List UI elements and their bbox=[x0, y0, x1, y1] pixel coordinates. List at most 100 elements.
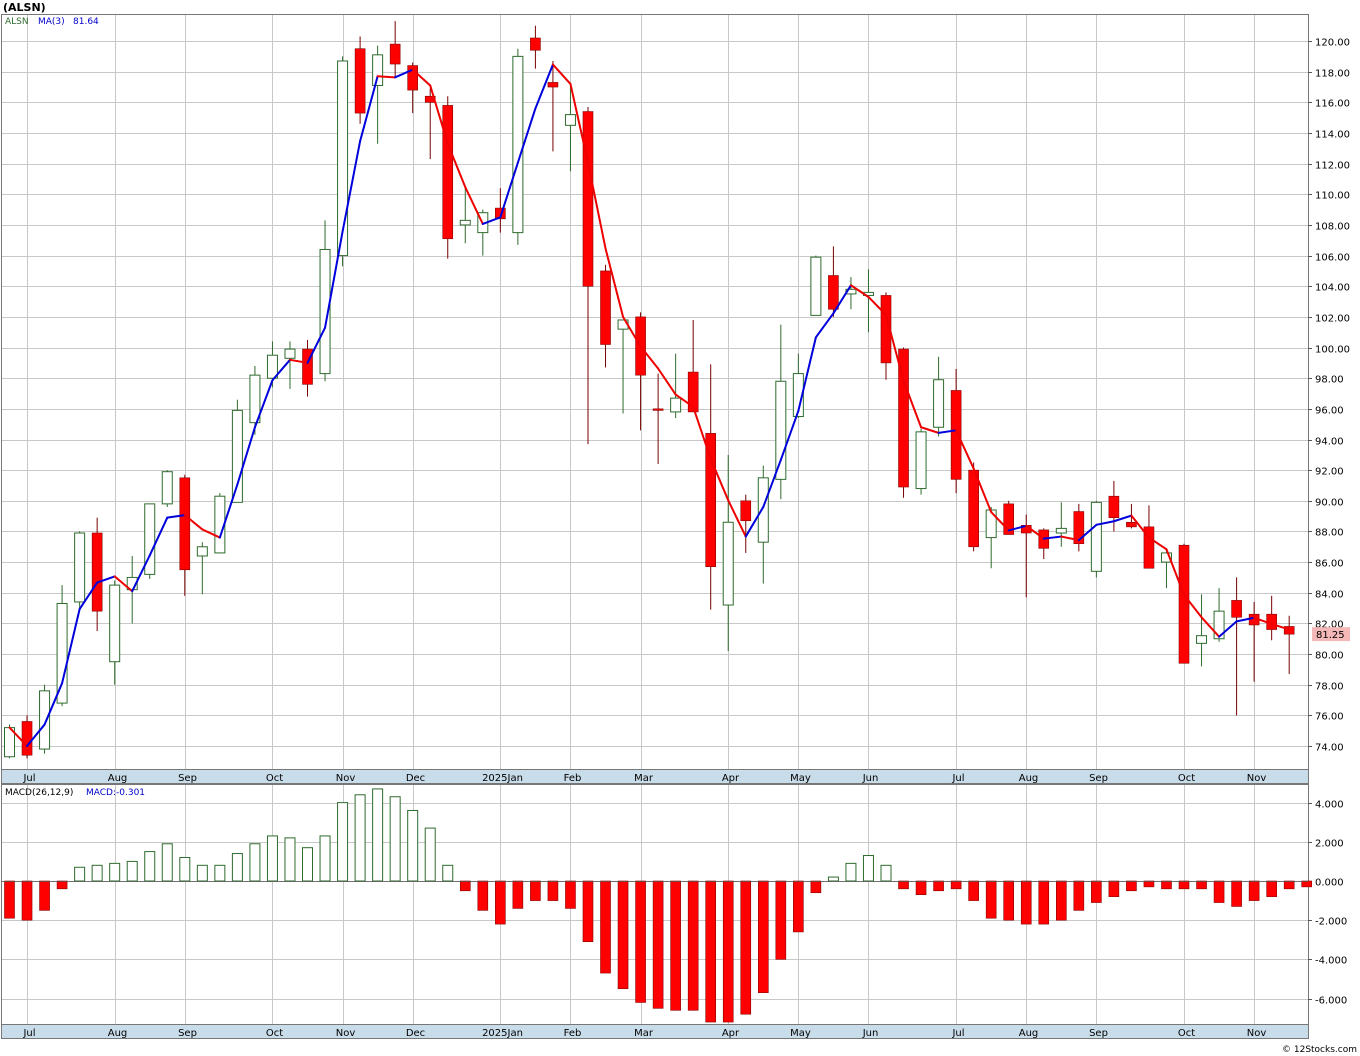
macd-bar-positive bbox=[389, 796, 401, 882]
price-tick-label: 108.00 bbox=[1315, 222, 1350, 233]
candle-down bbox=[91, 517, 103, 632]
price-tick-label: 120.00 bbox=[1315, 38, 1350, 49]
candle-up bbox=[372, 45, 384, 144]
candle-body bbox=[512, 55, 524, 234]
candle-body bbox=[389, 43, 401, 65]
macd-bar-negative bbox=[1231, 880, 1242, 907]
month-label: Aug bbox=[1019, 1028, 1039, 1039]
ma-segment bbox=[814, 312, 835, 339]
candle-up bbox=[564, 82, 576, 172]
ma-segment bbox=[359, 75, 379, 143]
candle-up bbox=[109, 580, 121, 685]
ma-segment bbox=[8, 726, 29, 748]
month-label: Jul bbox=[951, 1028, 964, 1039]
month-label: Nov bbox=[1247, 1028, 1267, 1039]
price-gridlines bbox=[2, 15, 1308, 769]
candle-body bbox=[74, 532, 86, 603]
ma-segment bbox=[218, 483, 239, 539]
macd-bar-positive bbox=[827, 876, 839, 882]
ma-segment bbox=[1112, 514, 1133, 523]
ma-segment bbox=[113, 575, 134, 593]
macd-bar-negative bbox=[56, 880, 68, 890]
macd-panel: 4.000 2.000 0.000 -2.000 -4.000 -6.000 MACD(2… bbox=[1, 784, 1347, 1025]
candle-up bbox=[214, 493, 226, 554]
macd-bar-negative bbox=[1126, 880, 1137, 892]
macd-bar-negative bbox=[1056, 880, 1067, 921]
price-tick-label: 80.00 bbox=[1315, 651, 1344, 662]
ma-segment bbox=[464, 186, 484, 225]
month-label: Oct bbox=[266, 1028, 283, 1039]
ma-segment bbox=[990, 511, 1010, 532]
ma-segment bbox=[1060, 535, 1080, 542]
ma-segment bbox=[1130, 514, 1150, 539]
macd-legend-value: MACD:-0.301 bbox=[86, 788, 145, 798]
month-label: Jun bbox=[862, 1028, 879, 1039]
candle-down bbox=[1108, 480, 1120, 532]
macd-bar-negative bbox=[985, 880, 997, 919]
candle-up bbox=[722, 454, 734, 651]
ma-segment bbox=[1147, 536, 1168, 551]
candle-down bbox=[389, 21, 401, 78]
ma-segment bbox=[429, 84, 449, 145]
candle-down bbox=[302, 339, 313, 397]
macd-bar-positive bbox=[284, 837, 296, 882]
ticker-title: (ALSN) bbox=[3, 1, 46, 14]
macd-bar-negative bbox=[1003, 880, 1015, 921]
candle-body bbox=[1003, 503, 1015, 535]
candle-body bbox=[1108, 495, 1120, 518]
month-label: Jul bbox=[951, 773, 964, 784]
candle-down bbox=[547, 60, 559, 152]
ma-segment bbox=[972, 467, 993, 514]
candle-body bbox=[249, 374, 261, 424]
candle-down bbox=[495, 188, 506, 233]
ma-segment bbox=[324, 230, 344, 329]
ma-segment bbox=[1007, 524, 1028, 532]
ma-segment bbox=[288, 358, 309, 364]
price-tick-label: 98.00 bbox=[1315, 375, 1344, 386]
ma-segment bbox=[253, 379, 274, 429]
macd-bar-negative bbox=[775, 880, 787, 960]
candle-up bbox=[670, 353, 682, 419]
candle-body bbox=[302, 348, 313, 385]
macd-tick-label: -4.000 bbox=[1315, 956, 1347, 967]
macd-bar-negative bbox=[1020, 880, 1032, 925]
price-tick-label: 116.00 bbox=[1315, 99, 1350, 110]
macd-bar-negative bbox=[512, 880, 524, 909]
month-label: Jun bbox=[862, 773, 879, 784]
candle-body bbox=[91, 532, 103, 612]
macd-bar-negative bbox=[4, 880, 15, 919]
price-tick-label: 88.00 bbox=[1315, 528, 1344, 539]
ma-segment bbox=[902, 379, 923, 429]
macd-bar-negative bbox=[477, 880, 489, 911]
price-tick-label: 114.00 bbox=[1315, 130, 1350, 141]
candle-up bbox=[161, 470, 173, 507]
ma-segment bbox=[849, 284, 870, 298]
ma-segment bbox=[674, 393, 695, 408]
ma-segment bbox=[1253, 616, 1273, 625]
ma-segment bbox=[341, 140, 362, 233]
candle-body bbox=[530, 37, 541, 51]
macd-month-axis: Jul Aug Sep Oct Nov Dec 2025Jan Feb Mar Apr May Jun… bbox=[1, 1024, 1309, 1039]
macd-bar-negative bbox=[565, 880, 576, 909]
price-tick-label: 84.00 bbox=[1315, 590, 1344, 601]
macd-month-band bbox=[1, 1024, 1309, 1039]
month-label: Sep bbox=[178, 1028, 197, 1039]
macd-bar-negative bbox=[687, 880, 699, 1011]
macd-bar-negative bbox=[652, 880, 664, 1009]
candle-body bbox=[284, 348, 296, 359]
candle-up bbox=[512, 48, 524, 245]
candle-body bbox=[828, 275, 839, 310]
ma-segment bbox=[937, 429, 958, 434]
ma-segment bbox=[446, 142, 467, 189]
ma-segment bbox=[394, 68, 414, 79]
month-label: Mar bbox=[634, 773, 654, 784]
candle-body bbox=[179, 477, 191, 571]
candle-down bbox=[442, 96, 454, 259]
candle-body bbox=[652, 408, 664, 411]
macd-bar-negative bbox=[530, 880, 541, 901]
ma-segment bbox=[499, 161, 519, 219]
candle-body bbox=[547, 82, 559, 88]
month-label: Oct bbox=[266, 773, 283, 784]
macd-bar-positive bbox=[862, 855, 874, 882]
